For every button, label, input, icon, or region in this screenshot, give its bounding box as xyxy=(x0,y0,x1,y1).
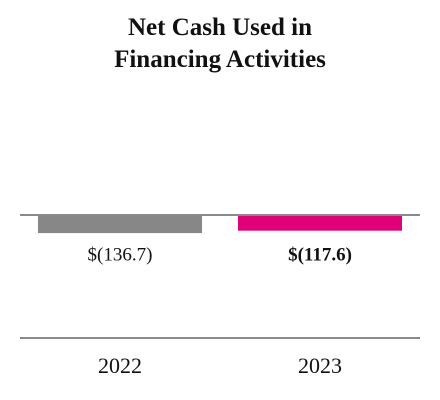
value-label: $(117.6) xyxy=(288,244,352,265)
x-tick-label: 2023 xyxy=(298,353,342,378)
bar xyxy=(38,216,202,234)
x-tick-label: 2022 xyxy=(98,353,142,378)
value-label: $(136.7) xyxy=(88,244,153,265)
chart-title: Net Cash Used in Financing Activities xyxy=(114,14,326,73)
bar xyxy=(238,216,402,231)
